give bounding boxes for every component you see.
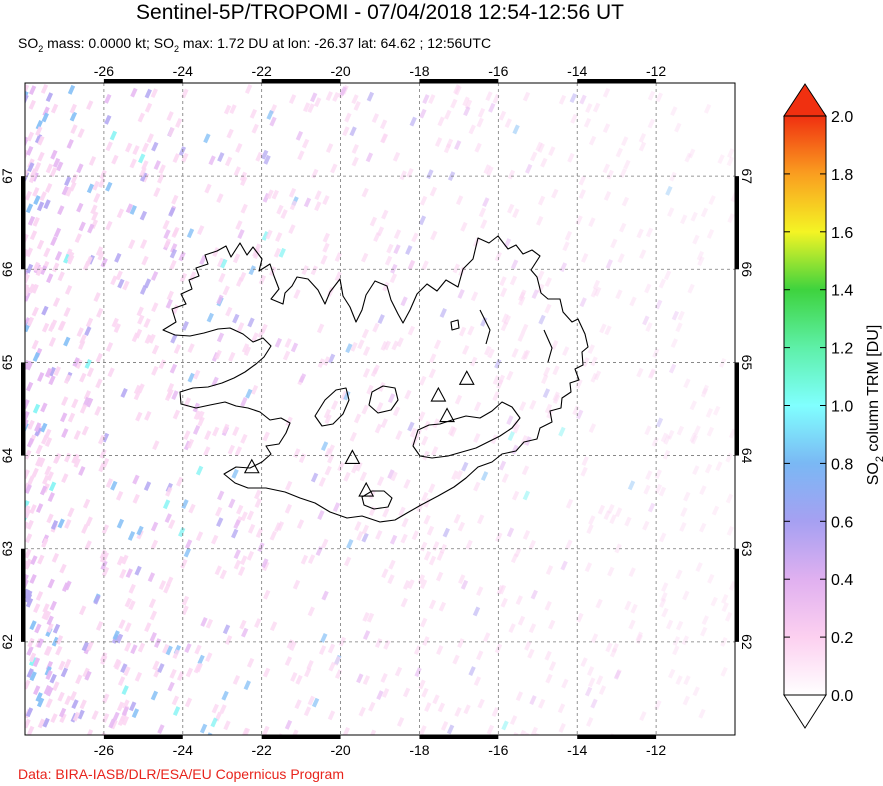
- colorbar-tick-label: 0.0: [831, 688, 853, 705]
- lon-tick-label-bottom: -18: [409, 742, 429, 758]
- lat-tick-label-left: 65: [0, 354, 15, 370]
- vatnajokull-outline: [412, 401, 521, 459]
- volcano-marker: [458, 370, 475, 385]
- lat-tick-label-right: 67: [739, 168, 755, 184]
- colorbar-tick-label: 1.4: [831, 283, 853, 300]
- lat-tick-label-left: 67: [0, 168, 15, 184]
- map-title: Sentinel-5P/TROPOMI - 07/04/2018 12:54-1…: [136, 1, 624, 24]
- lat-tick-label-right: 65: [739, 355, 755, 371]
- lat-tick-label-left: 64: [0, 448, 15, 464]
- iceland-coastline: [162, 235, 589, 523]
- colorbar-tick-label: 2.0: [831, 109, 853, 126]
- colorbar-tick-label: 1.0: [831, 399, 853, 416]
- lon-tick-label-top: -26: [94, 63, 114, 79]
- lon-tick-label-top: -20: [330, 63, 350, 79]
- colorbar-gradient: [783, 115, 827, 696]
- langjokull-outline: [314, 387, 350, 427]
- graticule: [25, 83, 735, 735]
- colorbar-max-arrow: [783, 83, 827, 117]
- colorbar-tick-label: 0.6: [831, 514, 853, 531]
- map-subtitle: SO2 mass: 0.0000 kt; SO2 max: 1.72 DU at…: [18, 35, 492, 54]
- colorbar-label: SO2 column TRM [DU]: [865, 325, 883, 486]
- lon-tick-label-top: -22: [252, 63, 272, 79]
- lake-myvatn: [450, 319, 460, 331]
- colorbar-min-arrow: [783, 694, 827, 729]
- lon-tick-label-top: -16: [488, 63, 508, 79]
- lat-tick-label-left: 62: [0, 634, 15, 650]
- lat-tick-label-right: 64: [739, 448, 755, 464]
- lon-tick-label-top: -24: [173, 63, 193, 79]
- axis-tick-labels: -26 -26 -24 -24 -22 -22 -20 -20 -18 -18 -16 -16 -14 -…: [0, 63, 755, 758]
- hofsjokull-outline: [368, 385, 399, 414]
- lon-tick-label-bottom: -22: [252, 742, 272, 758]
- lon-tick-label-top: -12: [646, 63, 666, 79]
- colorbar-tick-label: 0.8: [831, 456, 853, 473]
- iceland-outline: [162, 235, 589, 523]
- data-credit: Data: BIRA-IASB/DLR/ESA/EU Copernicus Pr…: [18, 766, 345, 782]
- lat-tick-label-left: 63: [0, 541, 15, 557]
- lat-tick-label-right: 63: [739, 541, 755, 557]
- lon-tick-label-bottom: -12: [646, 742, 666, 758]
- colorbar-tick-label: 0.4: [831, 572, 853, 589]
- lon-tick-label-bottom: -16: [488, 742, 508, 758]
- map-frame-bars: [21, 79, 739, 739]
- volcano-marker: [439, 407, 455, 423]
- volcano-marker: [430, 386, 447, 402]
- lon-tick-label-top: -14: [567, 63, 587, 79]
- lon-tick-label-bottom: -24: [173, 742, 193, 758]
- fjord-northeast: [479, 309, 491, 345]
- volcano-marker: [344, 449, 361, 464]
- colorbar-tick-label: 1.8: [831, 167, 853, 184]
- so2-pixel-field: [25, 84, 735, 735]
- lon-tick-label-bottom: -26: [94, 742, 114, 758]
- colorbar-tick-label: 0.2: [831, 630, 853, 647]
- lon-tick-label-bottom: -14: [567, 742, 587, 758]
- myrdalsjokull-outline: [361, 490, 393, 510]
- colorbar-tick-label: 1.6: [831, 225, 853, 242]
- lat-tick-label-right: 66: [739, 261, 755, 277]
- lon-tick-label-bottom: -20: [330, 742, 350, 758]
- colorbar-tick-label: 1.2: [831, 341, 853, 358]
- lat-tick-label-right: 62: [739, 634, 755, 650]
- fjord-east: [543, 329, 553, 363]
- volcano-markers: [243, 370, 475, 497]
- colorbar: 0.0 0.2 0.4 0.6 0.8 1.0 1.2 1.4 1.6 1.8 2.0 SO2 co…: [783, 83, 883, 729]
- volcano-marker: [243, 458, 260, 474]
- lon-tick-label-top: -18: [409, 63, 429, 79]
- lat-tick-label-left: 66: [0, 261, 15, 277]
- volcano-marker: [358, 481, 375, 497]
